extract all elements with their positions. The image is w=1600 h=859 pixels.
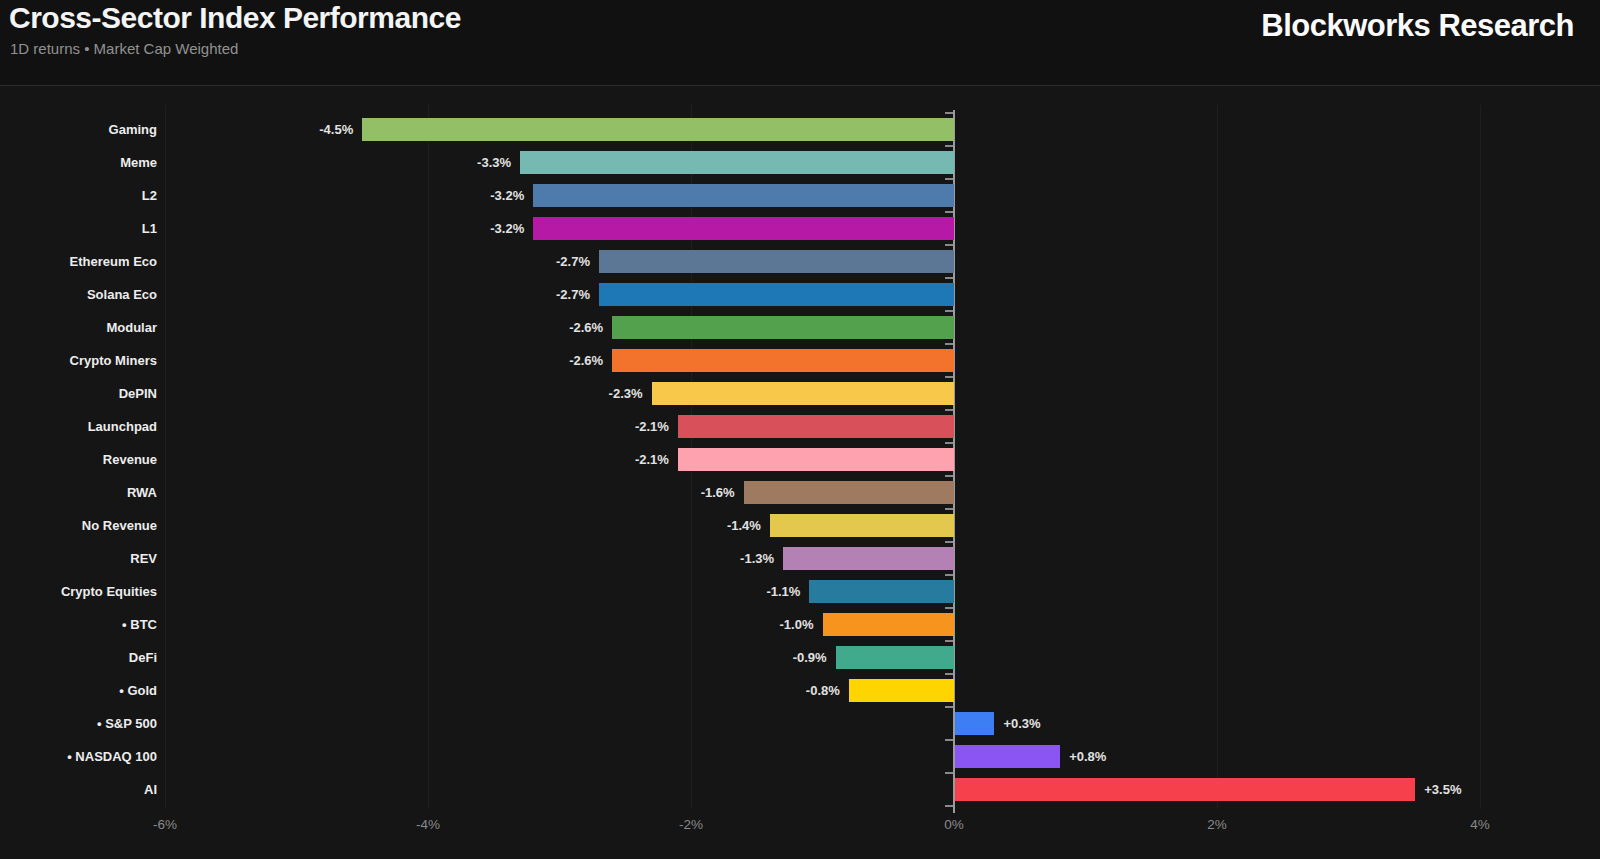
value-label: -4.5% <box>319 113 353 146</box>
value-label: -1.1% <box>766 575 800 608</box>
bar <box>533 217 954 240</box>
bar-row: Gaming -4.5% <box>0 113 1600 146</box>
bar-row: Crypto Equities -1.1% <box>0 575 1600 608</box>
bar <box>678 415 954 438</box>
bar <box>955 778 1415 801</box>
value-label: -2.6% <box>569 311 603 344</box>
category-label: AI <box>0 773 157 806</box>
bar-row: L2 -3.2% <box>0 179 1600 212</box>
bar-row: Revenue -2.1% <box>0 443 1600 476</box>
bar <box>955 745 1060 768</box>
bar-row: REV -1.3% <box>0 542 1600 575</box>
category-label: Crypto Equities <box>0 575 157 608</box>
bar-row: Launchpad -2.1% <box>0 410 1600 443</box>
value-label: -2.6% <box>569 344 603 377</box>
bar-row: AI +3.5% <box>0 773 1600 806</box>
bar-row: • S&P 500 +0.3% <box>0 707 1600 740</box>
value-label: -2.7% <box>556 245 590 278</box>
bar <box>836 646 954 669</box>
value-label: +0.8% <box>1069 740 1106 773</box>
bar <box>770 514 954 537</box>
category-label: DeFi <box>0 641 157 674</box>
category-label: • BTC <box>0 608 157 641</box>
value-label: -2.7% <box>556 278 590 311</box>
bar <box>520 151 954 174</box>
bar-row: Meme -3.3% <box>0 146 1600 179</box>
category-label: Solana Eco <box>0 278 157 311</box>
bar <box>599 250 954 273</box>
bar-row: L1 -3.2% <box>0 212 1600 245</box>
bar <box>809 580 954 603</box>
x-tick-label: 4% <box>1440 817 1520 832</box>
bar <box>849 679 954 702</box>
bar-row: No Revenue -1.4% <box>0 509 1600 542</box>
chart-subtitle: 1D returns • Market Cap Weighted <box>10 40 238 57</box>
bar <box>533 184 954 207</box>
bar-row: DePIN -2.3% <box>0 377 1600 410</box>
category-label: L2 <box>0 179 157 212</box>
category-label: No Revenue <box>0 509 157 542</box>
category-label: RWA <box>0 476 157 509</box>
value-label: -1.3% <box>740 542 774 575</box>
bar-row: • NASDAQ 100 +0.8% <box>0 740 1600 773</box>
bar <box>652 382 954 405</box>
bar <box>612 349 954 372</box>
bar-row: Solana Eco -2.7% <box>0 278 1600 311</box>
category-label: Launchpad <box>0 410 157 443</box>
value-label: -1.0% <box>780 608 814 641</box>
bar <box>744 481 954 504</box>
value-label: -3.2% <box>490 179 524 212</box>
bar-chart: -6% -4% -2% 0% 2% 4% Gaming -4.5% Meme -3.3% L2 -3.… <box>0 86 1600 859</box>
value-label: +3.5% <box>1424 773 1461 806</box>
bar <box>612 316 954 339</box>
value-label: +0.3% <box>1003 707 1040 740</box>
category-label: Ethereum Eco <box>0 245 157 278</box>
page-title: Cross-Sector Index Performance <box>9 1 461 35</box>
category-label: • Gold <box>0 674 157 707</box>
category-label: • NASDAQ 100 <box>0 740 157 773</box>
category-label: • S&P 500 <box>0 707 157 740</box>
bar <box>678 448 954 471</box>
x-tick-label: 0% <box>914 817 994 832</box>
value-label: -0.8% <box>806 674 840 707</box>
value-label: -3.2% <box>490 212 524 245</box>
x-tick-label: -4% <box>388 817 468 832</box>
bar <box>599 283 954 306</box>
value-label: -3.3% <box>477 146 511 179</box>
chart-page: Cross-Sector Index Performance 1D return… <box>0 0 1600 859</box>
bar <box>823 613 955 636</box>
bar-row: RWA -1.6% <box>0 476 1600 509</box>
category-label: REV <box>0 542 157 575</box>
bar <box>955 712 994 735</box>
bar-row: Modular -2.6% <box>0 311 1600 344</box>
category-label: Revenue <box>0 443 157 476</box>
x-tick-label: -6% <box>125 817 205 832</box>
bar-row: Crypto Miners -2.6% <box>0 344 1600 377</box>
bar-row: • Gold -0.8% <box>0 674 1600 707</box>
value-label: -1.6% <box>701 476 735 509</box>
category-label: DePIN <box>0 377 157 410</box>
category-label: Gaming <box>0 113 157 146</box>
category-label: Modular <box>0 311 157 344</box>
bar-row: Ethereum Eco -2.7% <box>0 245 1600 278</box>
value-label: -2.1% <box>635 443 669 476</box>
x-tick-label: 2% <box>1177 817 1257 832</box>
brand-logo: Blockworks Research <box>1261 8 1574 44</box>
bar <box>783 547 954 570</box>
chart-header: Cross-Sector Index Performance 1D return… <box>0 0 1600 86</box>
bar-row: • BTC -1.0% <box>0 608 1600 641</box>
value-label: -1.4% <box>727 509 761 542</box>
value-label: -2.3% <box>609 377 643 410</box>
x-tick-label: -2% <box>651 817 731 832</box>
bar <box>362 118 954 141</box>
value-label: -2.1% <box>635 410 669 443</box>
category-label: Meme <box>0 146 157 179</box>
category-label: Crypto Miners <box>0 344 157 377</box>
category-label: L1 <box>0 212 157 245</box>
value-label: -0.9% <box>793 641 827 674</box>
bar-row: DeFi -0.9% <box>0 641 1600 674</box>
